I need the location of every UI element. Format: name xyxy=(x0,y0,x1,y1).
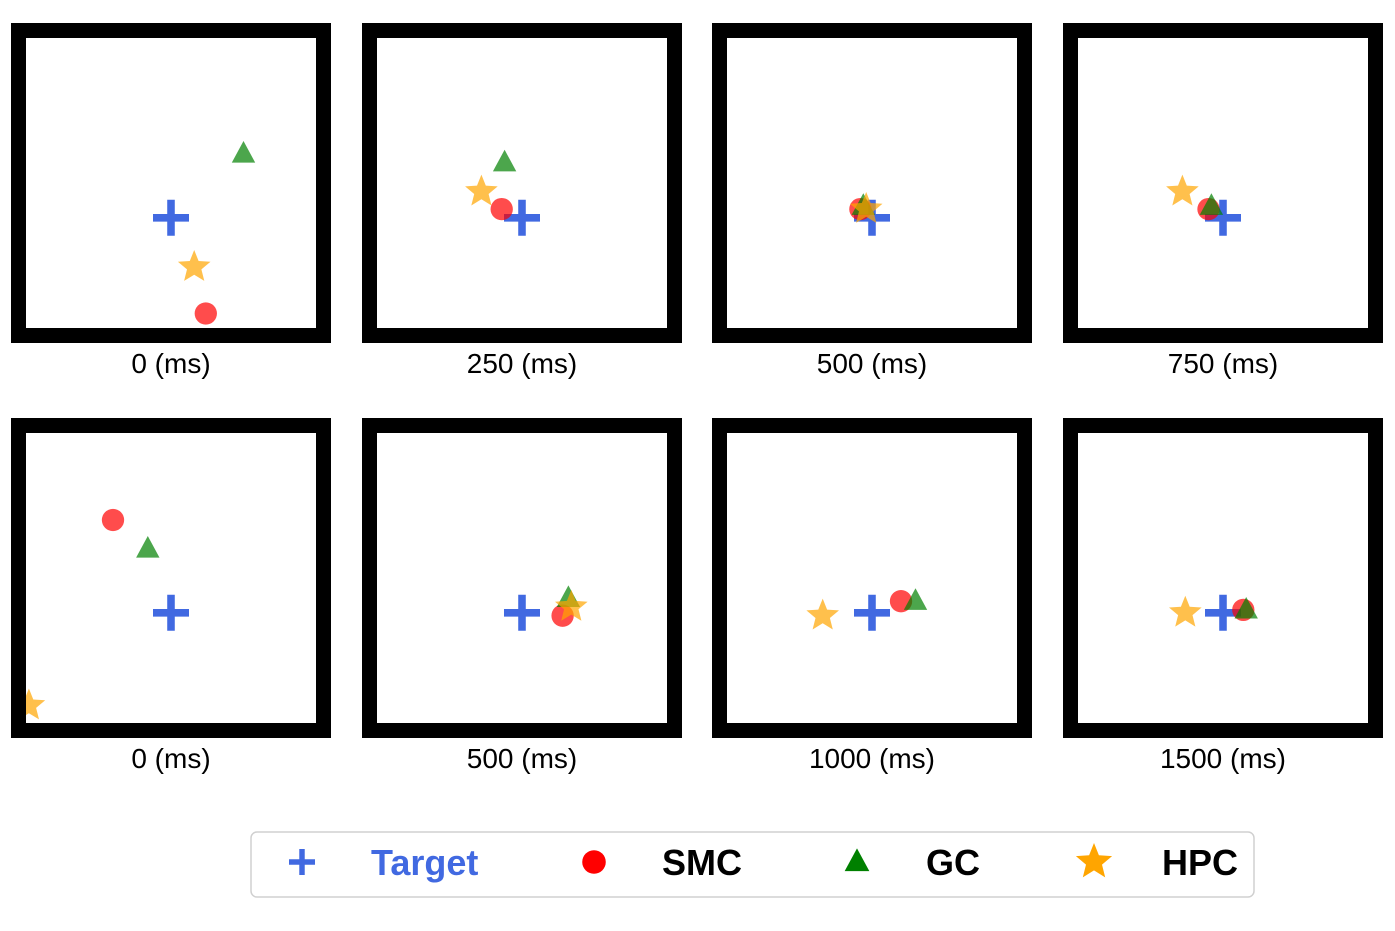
target-series xyxy=(503,199,540,236)
hpc-series xyxy=(465,174,498,206)
smc-series xyxy=(490,197,513,221)
target-marker xyxy=(153,594,189,631)
panel-caption: 750 (ms) xyxy=(1168,348,1278,379)
panel-caption: 500 (ms) xyxy=(817,348,927,379)
panel-7: 1000 (ms) xyxy=(712,418,1032,774)
target-series xyxy=(503,594,540,631)
target-marker xyxy=(1205,594,1241,631)
target-series xyxy=(153,594,189,631)
legend-item-target: Target xyxy=(289,842,478,883)
gc-series xyxy=(231,141,256,163)
hpc-marker xyxy=(177,250,211,281)
panel-frame xyxy=(11,418,331,738)
gc-series xyxy=(903,588,928,610)
legend-label-smc: SMC xyxy=(662,842,742,883)
triangle-icon xyxy=(844,848,870,872)
gc-series xyxy=(1199,193,1224,215)
gc-series xyxy=(1234,596,1258,619)
target-marker xyxy=(153,199,189,236)
panel-6: 500 (ms) xyxy=(362,418,682,774)
hpc-series xyxy=(806,598,839,630)
panel-plot-area xyxy=(377,38,667,328)
target-series xyxy=(153,199,189,236)
legend-label-target: Target xyxy=(371,842,478,883)
panel-plot-area xyxy=(26,38,316,328)
gc-marker xyxy=(492,149,517,172)
panel-3: 500 (ms) xyxy=(712,23,1032,379)
panel-5: 0 (ms) xyxy=(11,418,331,774)
panel-plot-area xyxy=(26,433,316,723)
legend-box xyxy=(250,831,1255,898)
panel-grid: 0 (ms) 250 (ms) 500 (ms) 750 (ms) 0 (ms) 500 … xyxy=(11,23,1383,774)
target-marker xyxy=(503,594,540,631)
panel-frame xyxy=(712,23,1032,343)
hpc-marker xyxy=(1166,174,1199,206)
target-marker xyxy=(503,199,540,236)
panel-plot-area xyxy=(1078,433,1368,723)
gc-marker xyxy=(1234,596,1258,619)
gc-marker xyxy=(136,536,160,558)
star-icon xyxy=(1075,843,1113,878)
panel-plot-area xyxy=(727,38,1017,328)
panel-2: 250 (ms) xyxy=(362,23,682,379)
smc-marker xyxy=(194,302,217,325)
panel-caption: 0 (ms) xyxy=(131,348,210,379)
panel-1: 0 (ms) xyxy=(11,23,331,379)
panel-8: 1500 (ms) xyxy=(1063,418,1383,774)
gc-marker xyxy=(1199,193,1224,215)
legend-item-hpc: HPC xyxy=(1075,842,1238,883)
hpc-series xyxy=(177,250,211,281)
circle-icon xyxy=(582,850,606,874)
target-series xyxy=(1205,594,1241,631)
hpc-series xyxy=(555,589,588,621)
hpc-marker xyxy=(1169,595,1202,627)
panel-plot-area xyxy=(1078,38,1368,328)
panel-caption: 1000 (ms) xyxy=(809,743,935,774)
target-series xyxy=(1205,199,1241,236)
hpc-marker xyxy=(849,192,883,223)
target-marker xyxy=(854,594,890,631)
hpc-marker xyxy=(806,598,839,630)
panel-caption: 250 (ms) xyxy=(467,348,577,379)
target-series xyxy=(854,594,890,631)
gc-marker xyxy=(231,141,256,163)
hpc-series xyxy=(1169,595,1202,627)
legend-items: Target SMC GC HPC xyxy=(289,842,1238,883)
panel-frame xyxy=(1063,418,1383,738)
hpc-marker xyxy=(465,174,498,206)
panel-caption: 500 (ms) xyxy=(467,743,577,774)
panel-caption: 0 (ms) xyxy=(131,743,210,774)
smc-marker xyxy=(490,197,513,221)
hpc-series xyxy=(1166,174,1199,206)
gc-series xyxy=(136,536,160,558)
legend-label-gc: GC xyxy=(926,842,980,883)
panel-frame xyxy=(1063,23,1383,343)
gc-series xyxy=(492,149,517,172)
smc-series xyxy=(194,302,217,325)
panel-frame xyxy=(362,23,682,343)
panel-frame xyxy=(362,418,682,738)
hpc-marker xyxy=(555,589,588,621)
panel-plot-area xyxy=(727,433,1017,723)
gc-marker xyxy=(903,588,928,610)
legend: Target SMC GC HPC xyxy=(250,831,1255,898)
plus-icon xyxy=(289,849,315,876)
panel-4: 750 (ms) xyxy=(1063,23,1383,379)
target-marker xyxy=(1205,199,1241,236)
panel-plot-area xyxy=(377,433,667,723)
smc-series xyxy=(101,508,125,532)
hpc-series xyxy=(849,192,883,223)
legend-item-smc: SMC xyxy=(582,842,742,883)
smc-marker xyxy=(101,508,125,532)
panel-frame xyxy=(712,418,1032,738)
panel-caption: 1500 (ms) xyxy=(1160,743,1286,774)
legend-label-hpc: HPC xyxy=(1162,842,1238,883)
panel-frame xyxy=(11,23,331,343)
legend-item-gc: GC xyxy=(844,842,980,883)
